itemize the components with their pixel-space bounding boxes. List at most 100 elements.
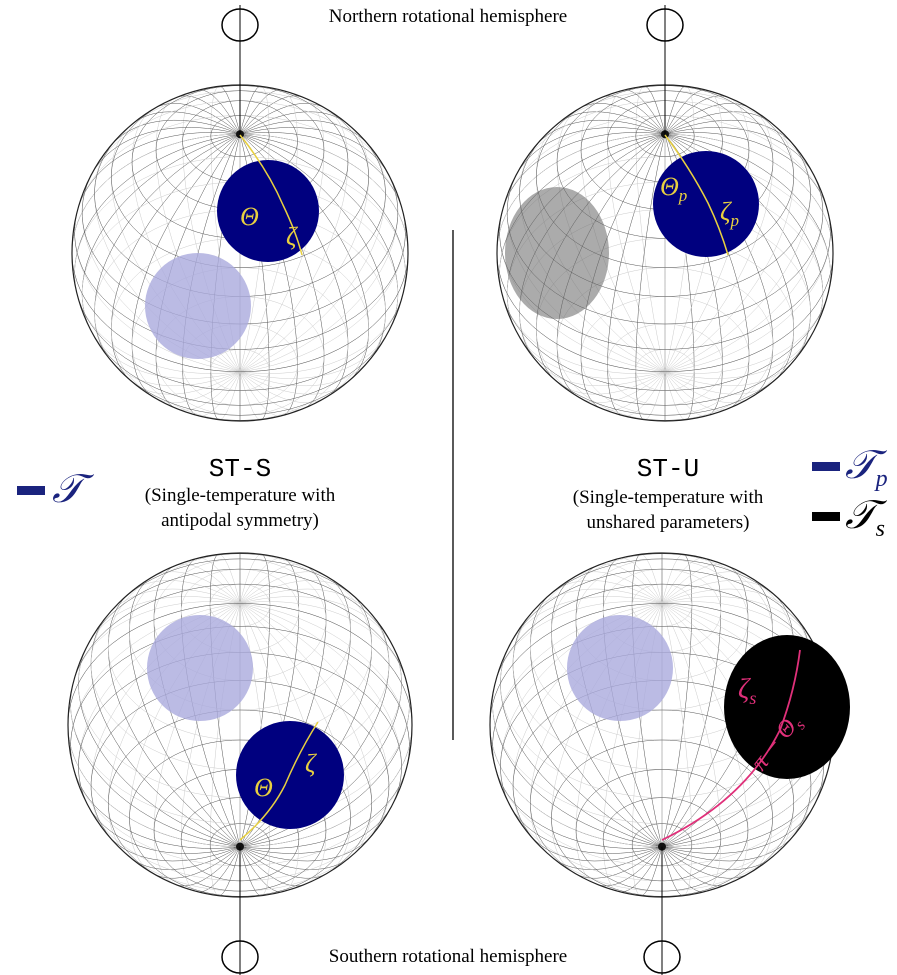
panel-label: ST-S <box>209 454 271 484</box>
rotation-arrow <box>646 8 684 42</box>
grid-line <box>75 583 405 675</box>
grid-line <box>110 119 241 147</box>
grid-line <box>125 375 355 416</box>
grid-line <box>664 89 706 135</box>
grid-line-back <box>644 371 666 420</box>
grid-line <box>511 568 813 641</box>
grid-line <box>74 770 241 849</box>
grid-line <box>661 846 749 879</box>
grid-line <box>551 577 663 847</box>
grid-line-back <box>239 580 351 604</box>
grid-line <box>510 807 663 854</box>
grid-line <box>239 89 281 135</box>
legend-swatch <box>812 512 840 521</box>
legend-label: 𝒯p <box>845 442 888 492</box>
grid-line-back <box>198 557 241 604</box>
grid-line-back <box>110 359 241 387</box>
spot-primary <box>653 151 759 257</box>
arc <box>661 649 801 841</box>
grid-line-back <box>535 359 666 387</box>
grid-line <box>239 127 388 173</box>
grid-line <box>529 834 663 862</box>
grid-line <box>661 807 814 854</box>
grid-line-back <box>239 601 406 680</box>
grid-line-back <box>92 333 241 379</box>
grid-line <box>198 846 241 893</box>
grid-line <box>502 132 666 209</box>
spot-antipodal <box>147 615 253 721</box>
grid-line-back <box>575 571 663 604</box>
grid-line-back <box>664 333 813 379</box>
grid-line-back <box>239 571 327 604</box>
rotation-arrow <box>221 8 259 42</box>
grid-line-back <box>664 359 795 387</box>
grid-line <box>644 86 666 135</box>
grid-line-back <box>239 109 349 372</box>
legend-swatch <box>17 486 45 495</box>
grid-line <box>661 846 704 893</box>
grid-line <box>620 846 663 893</box>
grid-line <box>664 86 686 135</box>
grid-line <box>239 119 370 147</box>
grid-line <box>218 846 241 896</box>
grid-line <box>661 770 828 849</box>
annotation-text: ζ <box>738 674 751 705</box>
grid-line <box>239 807 392 854</box>
grid-line <box>575 846 663 879</box>
grid-line <box>239 834 373 862</box>
grid-line-back <box>239 371 261 420</box>
grid-line <box>239 86 261 135</box>
grid-line-back <box>661 603 749 884</box>
annotation: Θ <box>254 773 273 802</box>
grid-line-back <box>510 596 663 643</box>
grid-line <box>107 834 241 862</box>
grid-line <box>661 834 795 862</box>
grid-line-back <box>74 601 241 680</box>
grid-line-back <box>239 371 281 417</box>
grid-line-back <box>661 588 795 616</box>
grid-line-back <box>199 371 241 417</box>
grid-line-back <box>664 371 706 417</box>
rotation-arrow <box>221 940 259 974</box>
grid-line <box>155 103 241 135</box>
grid-line-back <box>239 359 370 387</box>
grid-line-back <box>529 588 663 616</box>
grid-line <box>92 127 241 173</box>
grid-line-back <box>661 596 814 643</box>
grid-line <box>496 257 834 373</box>
spot-hidden <box>505 187 609 319</box>
grid-line <box>551 846 663 870</box>
grid-line-back <box>239 588 373 616</box>
grid-line-back <box>640 554 663 604</box>
rotation-arrow <box>643 940 681 974</box>
grid-line-back <box>664 297 828 374</box>
legend-label: 𝒯 <box>52 466 95 511</box>
annotation-subscript: p <box>730 211 740 230</box>
grid-line-back <box>620 557 663 604</box>
grid-line <box>544 558 780 600</box>
grid-line <box>129 577 241 847</box>
grid-line-back <box>153 571 241 604</box>
annotation: ζs <box>738 674 756 708</box>
grid-line <box>664 119 795 147</box>
grid-line <box>239 846 282 893</box>
grid-line-back <box>664 371 686 420</box>
grid-line <box>239 770 406 849</box>
grid-line-back <box>661 554 684 604</box>
grid-line <box>67 603 413 721</box>
grid-line-back <box>624 371 666 417</box>
grid-line <box>496 770 663 849</box>
grid-line <box>93 335 387 406</box>
annotation: ζ <box>305 749 317 778</box>
grid-line <box>129 846 241 870</box>
grid-line <box>624 89 666 135</box>
grid-line-back <box>661 557 704 604</box>
grid-line <box>79 301 401 391</box>
annotation-subscript: s <box>749 688 756 708</box>
grid-line <box>89 568 391 641</box>
grid-line-back <box>661 580 773 604</box>
grid-line-back <box>664 371 750 403</box>
grid-line-back <box>239 371 349 395</box>
grid-line-back <box>517 333 666 379</box>
legend-label: 𝒯s <box>845 492 888 542</box>
